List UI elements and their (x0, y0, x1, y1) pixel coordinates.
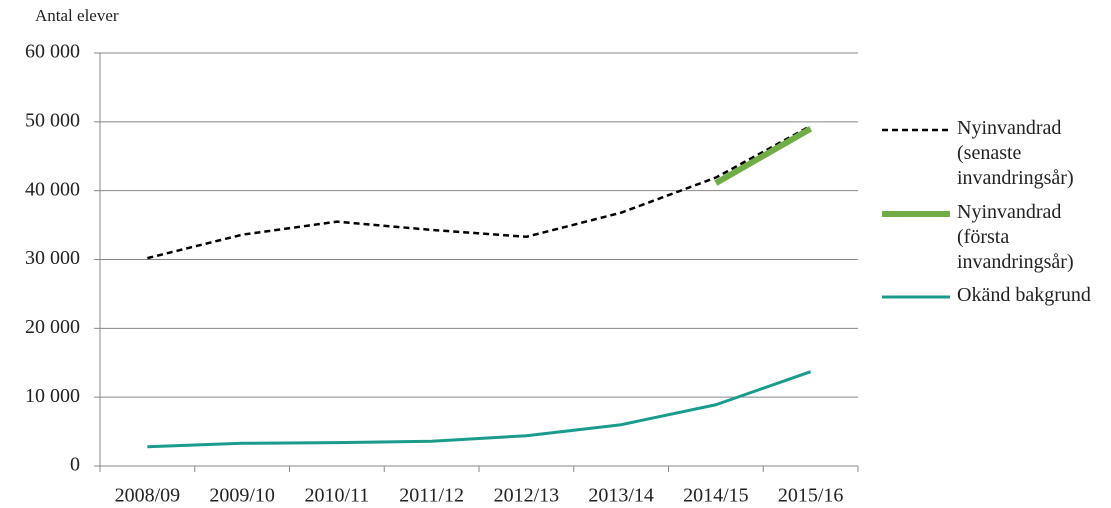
y-tick-label: 30 000 (25, 247, 80, 269)
x-tick-label: 2015/16 (778, 485, 844, 507)
y-axis-label: Antal elever (35, 6, 119, 25)
x-tick-label: 2008/09 (115, 485, 181, 507)
y-tick-label: 10 000 (25, 385, 80, 407)
x-tick-label: 2011/12 (399, 485, 464, 507)
y-tick-label: 0 (70, 454, 80, 476)
y-tick-label: 50 000 (25, 109, 80, 131)
x-tick-label: 2010/11 (304, 485, 369, 507)
series-line (714, 126, 813, 186)
x-tick-label: 2012/13 (494, 485, 560, 507)
legend-label: Nyinvandrad (första invandringsår) (957, 201, 1074, 273)
x-tick-label: 2009/10 (209, 485, 275, 507)
series-line (147, 124, 812, 260)
x-tick-label: 2013/14 (588, 485, 654, 507)
x-tick-label: 2014/15 (683, 485, 749, 507)
y-tick-label: 40 000 (25, 178, 80, 200)
legend-label: Okänd bakgrund (957, 284, 1091, 306)
y-tick-label: 60 000 (25, 41, 80, 63)
legend-label: Nyinvandrad (senaste invandringsår) (957, 117, 1074, 189)
series-line (147, 370, 812, 449)
y-tick-label: 20 000 (25, 316, 80, 338)
